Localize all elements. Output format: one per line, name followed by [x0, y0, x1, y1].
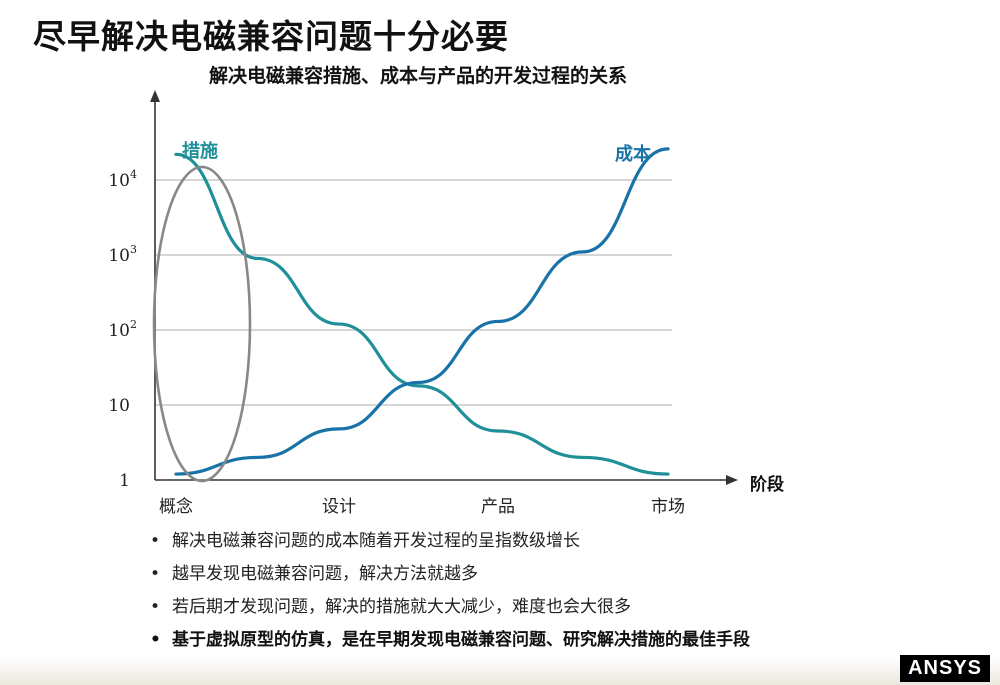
- series-label: 措施: [182, 140, 218, 162]
- bullet-item: 若后期才发现问题，解决的措施就大大减少，难度也会大很多: [150, 599, 750, 632]
- y-tick-label: 102: [108, 318, 137, 341]
- y-tick-label: 104: [108, 168, 137, 191]
- x-tick-label: 市场: [651, 497, 685, 517]
- x-axis-arrow: [726, 475, 738, 485]
- x-tick-label: 概念: [159, 496, 193, 517]
- bullet-item: 越早发现电磁兼容问题，解决方法就越多: [150, 566, 750, 599]
- series-label: 成本: [615, 143, 651, 165]
- x-tick-label: 产品: [481, 497, 515, 517]
- bullet-list: 解决电磁兼容问题的成本随着开发过程的呈指数级增长 越早发现电磁兼容问题，解决方法…: [150, 533, 750, 665]
- y-tick-label: 1: [119, 471, 130, 491]
- ansys-logo: ANSYS: [900, 655, 990, 682]
- highlight-ellipse: [152, 165, 252, 483]
- series-line: [174, 147, 670, 476]
- slide-title: 尽早解决电磁兼容问题十分必要: [33, 17, 509, 56]
- y-tick-label: 10: [108, 396, 130, 416]
- bullet-item: 基于虚拟原型的仿真，是在早期发现电磁兼容问题、研究解决措施的最佳手段: [150, 632, 750, 665]
- x-tick-label: 设计: [322, 497, 356, 517]
- bullet-item: 解决电磁兼容问题的成本随着开发过程的呈指数级增长: [150, 533, 750, 566]
- y-axis-arrow: [150, 90, 160, 102]
- y-tick-label: 103: [108, 243, 137, 266]
- x-axis-label: 阶段: [750, 474, 784, 495]
- footer-bar: [0, 657, 1000, 685]
- chart-title: 解决电磁兼容措施、成本与产品的开发过程的关系: [209, 64, 627, 87]
